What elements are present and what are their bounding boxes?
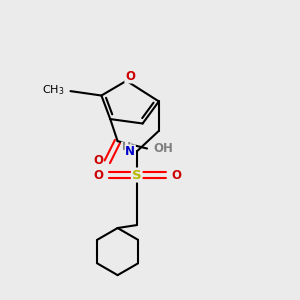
Text: O: O <box>172 169 182 182</box>
Text: CH$_3$: CH$_3$ <box>42 83 64 97</box>
Text: S: S <box>132 169 142 182</box>
Text: OH: OH <box>153 142 173 155</box>
Text: N: N <box>125 145 135 158</box>
Text: O: O <box>125 70 135 83</box>
Text: O: O <box>94 169 103 182</box>
Text: H: H <box>122 142 131 152</box>
Text: O: O <box>93 154 103 167</box>
